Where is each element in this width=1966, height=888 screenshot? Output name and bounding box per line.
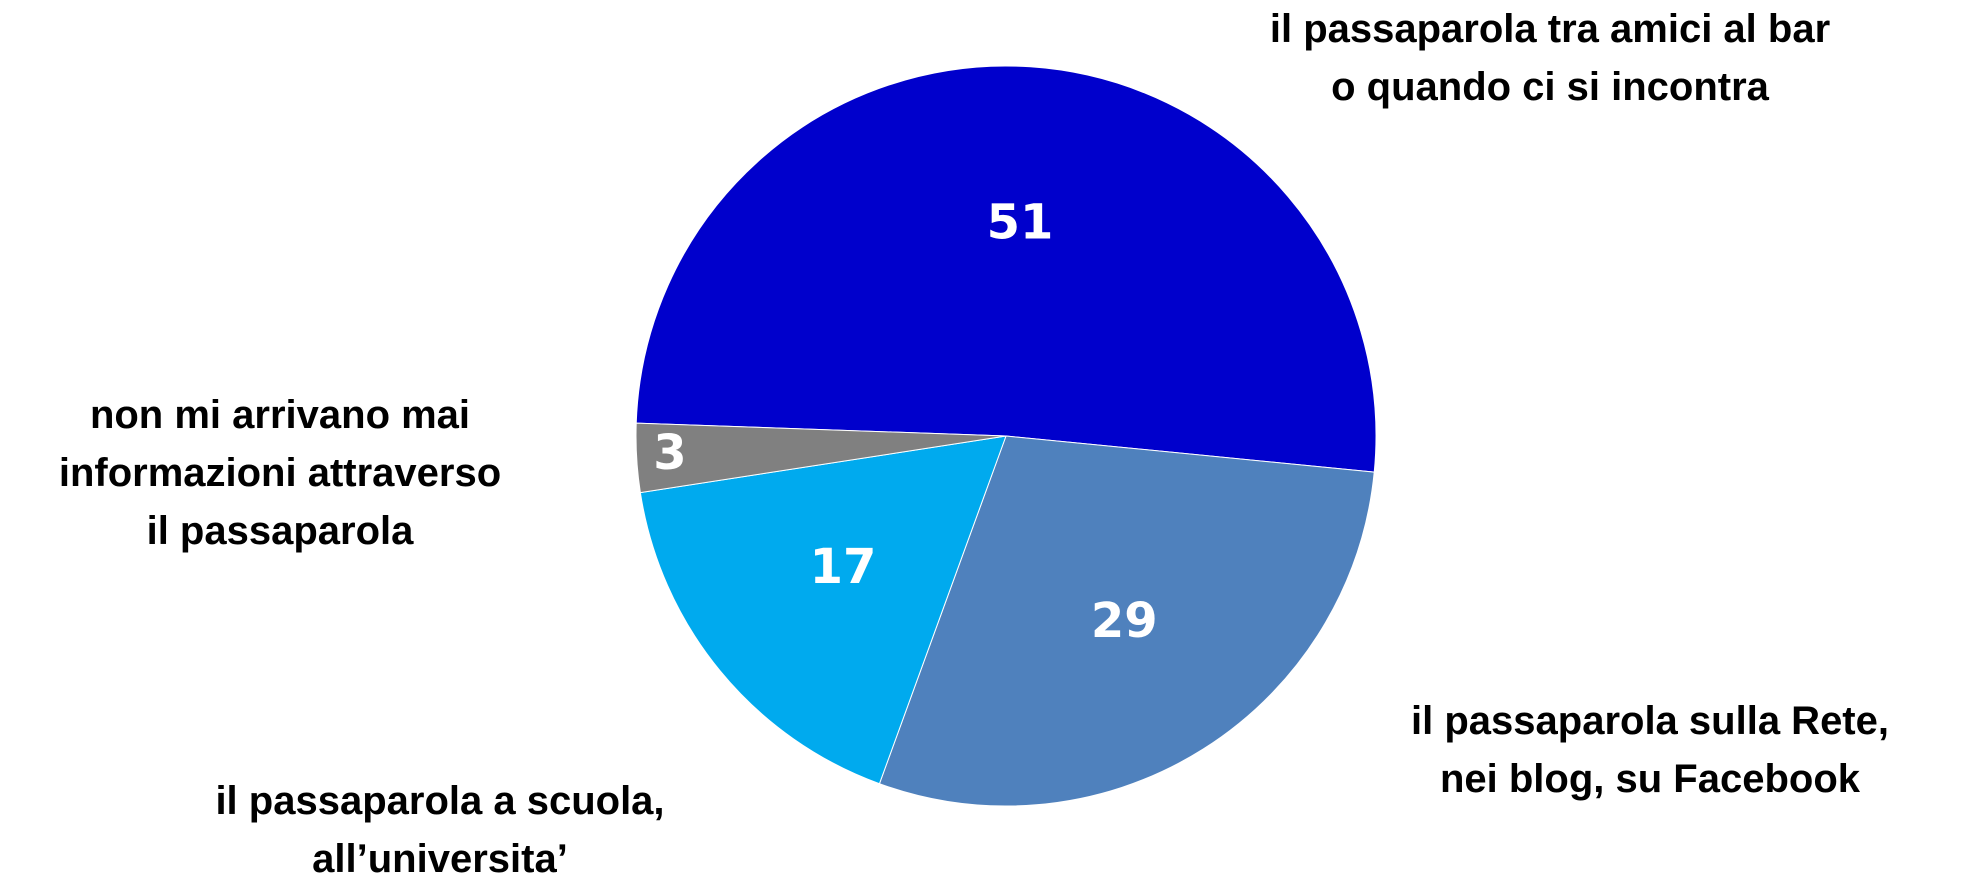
slice-none [635,422,1007,494]
slice-bar-value-label: 51 [987,195,1054,251]
slice-scuola [639,435,1007,785]
category-label-none: non mi arrivano mai informazioni attrave… [58,393,502,553]
slice-rete-value-label: 29 [1091,593,1158,649]
category-label-rete: il passaparola sulla Rete, nei blog, su … [1411,699,1889,801]
category-label-scuola: il passaparola a scuola, all’universita’ [215,779,665,881]
slice-rete [878,435,1375,807]
slice-bar [635,65,1377,473]
category-label-bar: il passaparola tra amici al bar o quando… [1269,7,1831,109]
slice-scuola-value-label: 17 [810,539,877,595]
slice-none-value-label: 3 [653,425,686,481]
